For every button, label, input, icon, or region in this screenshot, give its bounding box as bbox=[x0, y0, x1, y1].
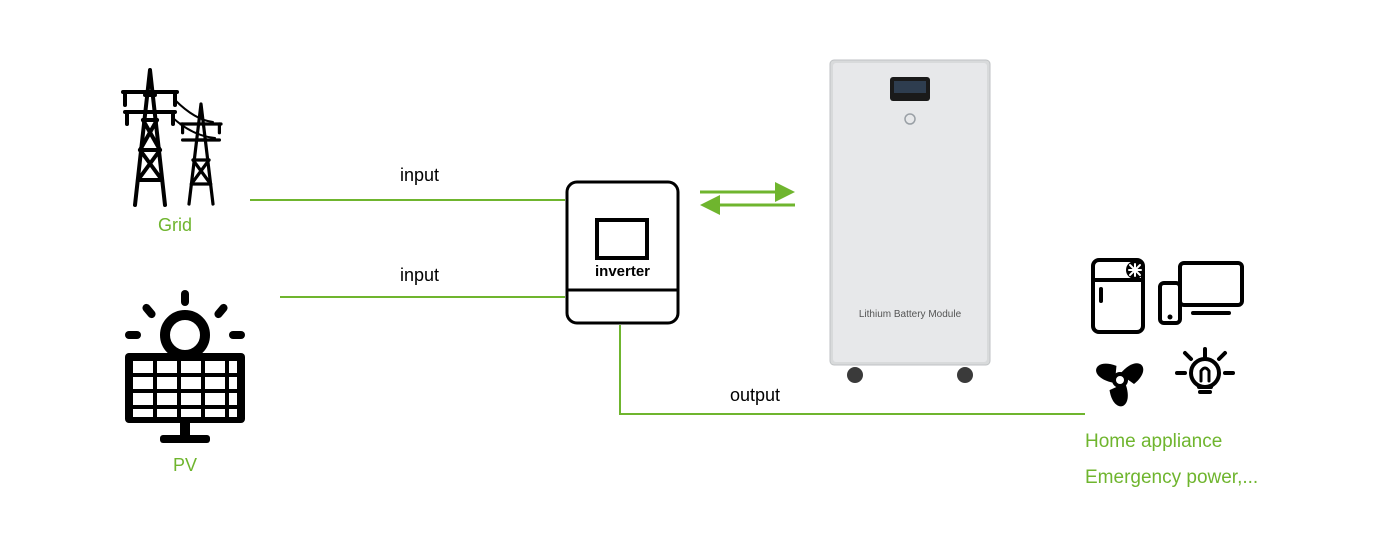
edge-label-grid-input: input bbox=[400, 165, 439, 186]
loads-label-2: Emergency power,... bbox=[1085, 467, 1305, 489]
loads-node: Home appliance Emergency power,... bbox=[1085, 255, 1305, 489]
battery-module-icon: Lithium Battery Module bbox=[825, 55, 995, 385]
grid-node: Grid bbox=[105, 50, 245, 236]
grid-label: Grid bbox=[105, 215, 245, 236]
edge-label-output: output bbox=[730, 385, 780, 406]
loads-label-1: Home appliance bbox=[1085, 431, 1305, 453]
pv-node: PV bbox=[105, 285, 265, 476]
inverter-node: inverter bbox=[565, 180, 680, 330]
pv-label: PV bbox=[105, 455, 265, 476]
solar-panel-icon bbox=[105, 285, 265, 450]
inverter-label: inverter bbox=[565, 263, 680, 280]
power-tower-icon bbox=[105, 50, 245, 210]
inverter-icon bbox=[565, 180, 680, 325]
battery-label-text: Lithium Battery Module bbox=[859, 309, 962, 320]
appliances-icon bbox=[1085, 255, 1285, 420]
battery-node: Lithium Battery Module bbox=[825, 55, 995, 390]
edge-label-pv-input: input bbox=[400, 265, 439, 286]
